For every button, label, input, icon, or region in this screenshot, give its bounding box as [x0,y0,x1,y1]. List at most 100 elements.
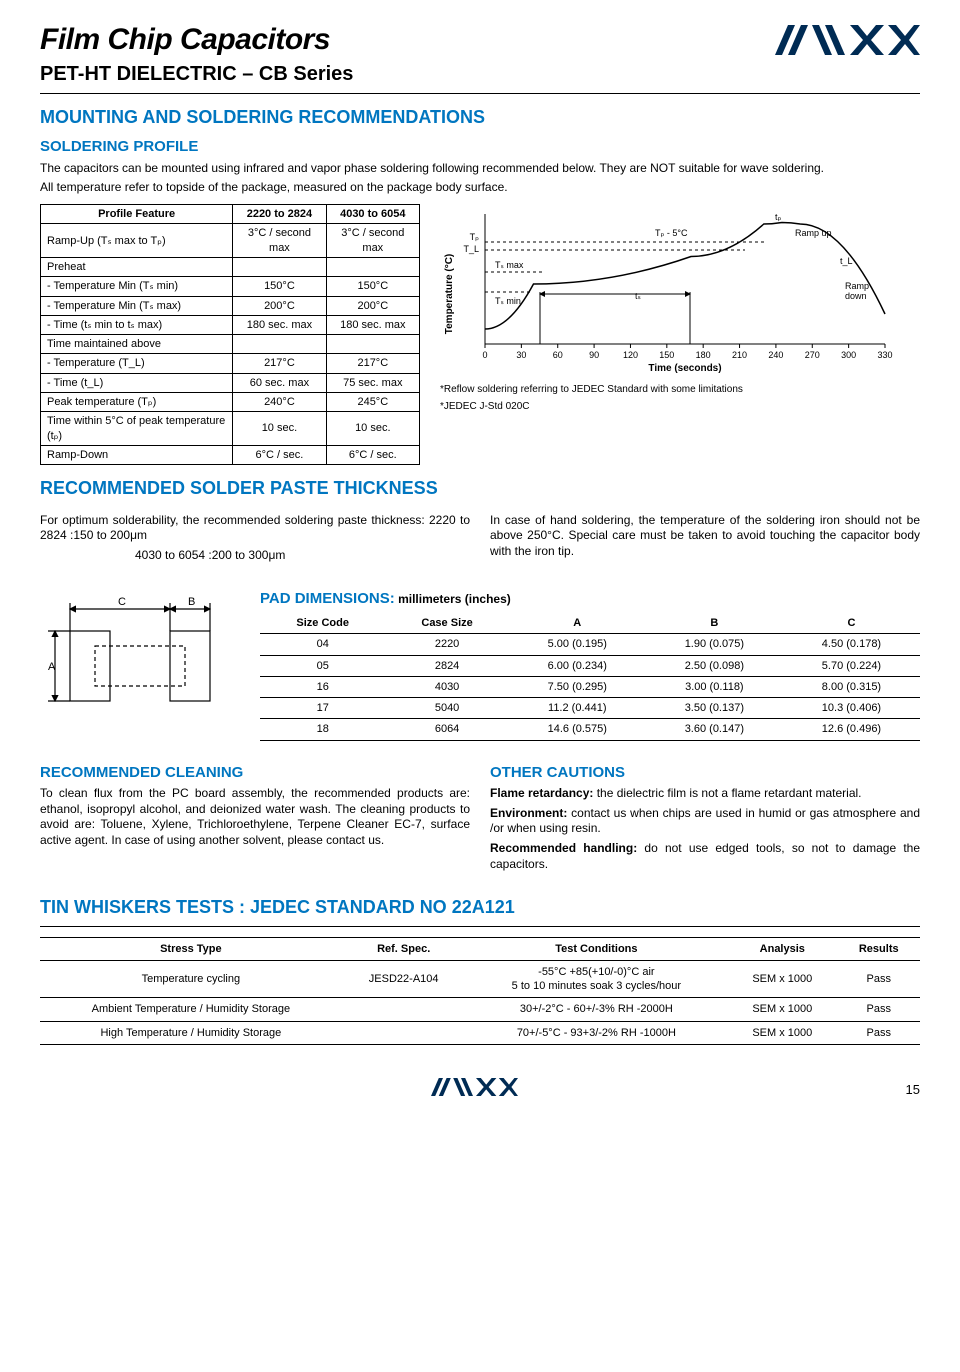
chart-label: Tₛ min [495,296,521,306]
table-cell: 10.3 (0.406) [783,698,920,719]
chart-xtick: 120 [623,350,638,360]
th: 4030 to 6054 [326,205,419,224]
table-cell: 5.00 (0.195) [509,634,646,655]
table-cell: JESD22-A104 [342,960,466,998]
soldering-body2: All temperature refer to topside of the … [40,180,920,196]
page-title: Film Chip Capacitors [40,20,353,59]
table-cell: 2824 [385,655,508,676]
table-cell: 6.00 (0.234) [509,655,646,676]
paste-body-left2: 4030 to 6054 :200 to 300μm [40,548,470,564]
th: Results [837,937,920,960]
cautions-heading: OTHER CAUTIONS [490,763,920,783]
page-number: 15 [906,1082,920,1099]
chart-note: *Reflow soldering referring to JEDEC Sta… [440,383,920,396]
chart-label: tₛ [635,291,641,301]
chart-label: tₚ [775,212,782,222]
table-cell: 6°C / sec. [233,445,326,464]
chart-xtick: 0 [482,350,487,360]
table-cell: High Temperature / Humidity Storage [40,1021,342,1044]
table-cell [326,257,419,276]
divider [40,926,920,927]
caution-item: Environment: contact us when chips are u… [490,806,920,837]
chart-label: t_L [840,256,853,266]
th: Size Code [260,613,385,634]
table-cell: Preheat [41,257,233,276]
paste-heading: RECOMMENDED SOLDER PASTE THICKNESS [40,477,920,500]
chart-xtick: 150 [659,350,674,360]
table-cell: 75 sec. max [326,373,419,392]
chart-xlabel: Time (seconds) [648,363,721,374]
table-cell: 05 [260,655,385,676]
chart-note: *JEDEC J-Std 020C [440,400,920,413]
chart-xtick: 180 [696,350,711,360]
pad-diagram: A B C [40,591,240,731]
table-cell: - Time (t_L) [41,373,233,392]
table-cell: 2220 [385,634,508,655]
table-cell: 200°C [326,296,419,315]
pad-heading: PAD DIMENSIONS: millimeters (inches) [260,589,920,609]
soldering-profile-heading: SOLDERING PROFILE [40,137,920,157]
table-cell: -55°C +85(+10/-0)°C air 5 to 10 minutes … [466,960,728,998]
table-cell [233,335,326,354]
chart-xtick: 300 [841,350,856,360]
avx-logo-icon [428,1075,518,1099]
caution-label: Environment: [490,806,567,820]
table-cell: Pass [837,1021,920,1044]
table-cell: 7.50 (0.295) [509,676,646,697]
caution-label: Recommended handling: [490,841,637,855]
table-cell: 6064 [385,719,508,740]
divider [40,93,920,94]
table-cell: 60 sec. max [233,373,326,392]
whisker-table: Stress TypeRef. Spec.Test ConditionsAnal… [40,937,920,1045]
table-cell: Peak temperature (Tₚ) [41,393,233,412]
th: Ref. Spec. [342,937,466,960]
table-cell: 5.70 (0.224) [783,655,920,676]
table-cell: 4.50 (0.178) [783,634,920,655]
table-cell: Pass [837,960,920,998]
chart-xtick: 90 [589,350,599,360]
th: 2220 to 2824 [233,205,326,224]
chart-label: T_L [463,244,479,254]
table-cell: 3°C / second max [326,224,419,258]
table-cell: 16 [260,676,385,697]
table-cell: 3.00 (0.118) [646,676,783,697]
caution-label: Flame retardancy: [490,786,593,800]
profile-table: Profile Feature 2220 to 2824 4030 to 605… [40,204,420,465]
chart-ylabel: Temperature (°C) [444,254,455,335]
whisker-heading: TIN WHISKERS TESTS : JEDEC STANDARD NO 2… [40,896,920,919]
table-cell [233,257,326,276]
paste-body-left: For optimum solderability, the recommend… [40,513,470,544]
page-footer: 15 [40,1075,920,1099]
table-cell: 30+/-2°C - 60+/-3% RH -2000H [466,998,728,1021]
chart-label: Tₛ max [495,260,524,270]
table-cell: 12.6 (0.496) [783,719,920,740]
chart-label: Tₚ [470,232,479,242]
table-cell: 3.60 (0.147) [646,719,783,740]
mounting-heading: MOUNTING AND SOLDERING RECOMMENDATIONS [40,106,920,129]
chart-label: down [845,291,867,301]
table-cell: 2.50 (0.098) [646,655,783,676]
table-cell: Ramp-Down [41,445,233,464]
table-cell: SEM x 1000 [727,960,837,998]
chart-xtick: 330 [877,350,892,360]
reflow-chart-svg: Tₚ T_L Tₛ max Tₛ min Tₚ - 5°C Ramp up t_… [440,204,900,374]
table-cell: 3°C / second max [233,224,326,258]
table-cell: 150°C [233,277,326,296]
cleaning-body: To clean flux from the PC board assembly… [40,786,470,848]
chart-xtick: 60 [553,350,563,360]
pad-dim-label: A [48,661,56,673]
avx-logo-icon [770,20,920,60]
chart-label: Ramp [845,281,869,291]
caution-item: Flame retardancy: the dielectric film is… [490,786,920,802]
table-cell: 70+/-5°C - 93+3/-2% RH -1000H [466,1021,728,1044]
pad-heading-text: PAD DIMENSIONS: [260,590,395,607]
pad-heading-sub: millimeters (inches) [395,592,511,606]
table-cell: - Temperature Min (Tₛ min) [41,277,233,296]
table-cell: 10 sec. [326,412,419,446]
table-cell: 180 sec. max [326,315,419,334]
table-cell: Pass [837,998,920,1021]
reflow-chart: Tₚ T_L Tₛ max Tₛ min Tₚ - 5°C Ramp up t_… [440,204,920,413]
table-cell: 245°C [326,393,419,412]
table-cell: 217°C [326,354,419,373]
chart-xtick: 240 [768,350,783,360]
